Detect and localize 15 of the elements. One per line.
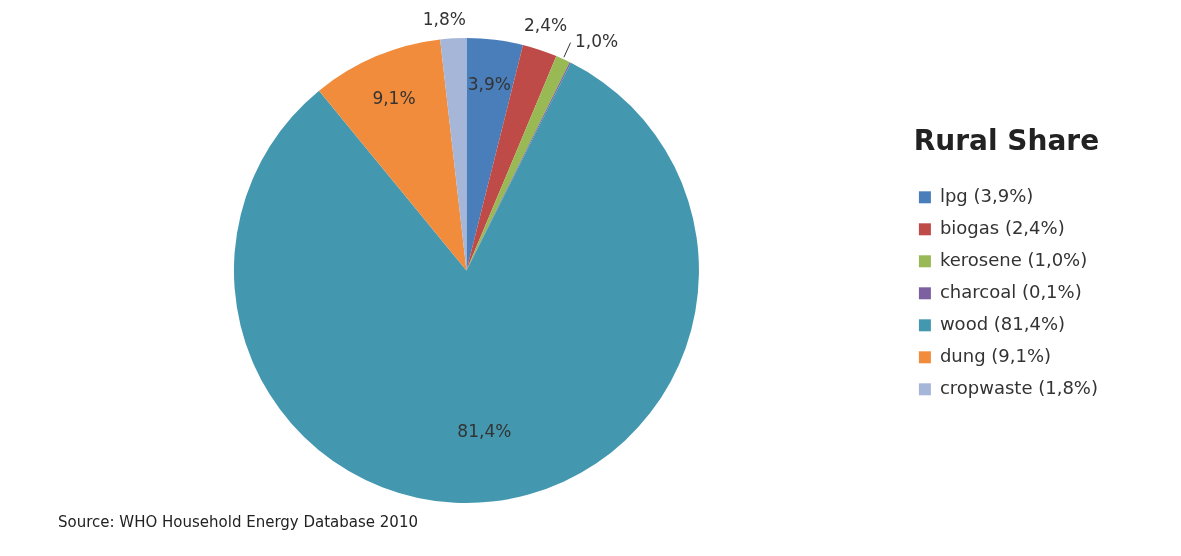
data-label: 3,9% <box>467 74 511 95</box>
data-label: 81,4% <box>457 420 512 441</box>
legend-label: cropwaste (1,8%) <box>939 376 1099 398</box>
legend-title: Rural Share <box>913 123 1100 157</box>
legend-label: biogas (2,4%) <box>939 216 1065 238</box>
legend-label: kerosene (1,0%) <box>939 248 1088 270</box>
legend-label: lpg (3,9%) <box>939 184 1034 206</box>
data-label: 2,4% <box>523 15 568 36</box>
data-label: 9,1% <box>372 87 416 108</box>
legend-label: charcoal (0,1%) <box>939 280 1082 302</box>
legend-label: dung (9,1%) <box>939 344 1052 366</box>
data-label: 1,8% <box>422 8 466 29</box>
legend-label: wood (81,4%) <box>939 312 1066 334</box>
data-label: 1,0% <box>574 31 619 52</box>
source-note: Source: WHO Household Energy Database 2010 <box>58 513 419 531</box>
